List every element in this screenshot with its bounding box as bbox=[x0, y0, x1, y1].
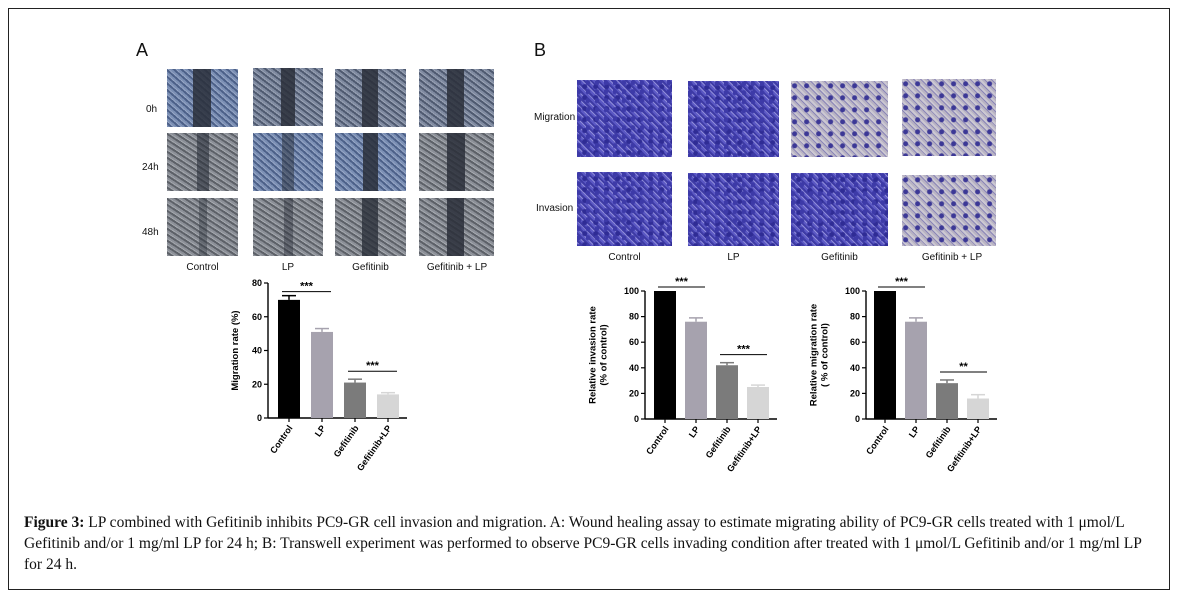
transwell-image-control-invasion bbox=[577, 172, 672, 246]
col-label-lp-b: LP bbox=[727, 252, 740, 263]
panel-b-letter: B bbox=[534, 40, 547, 60]
wound-image-lp-48h bbox=[253, 198, 323, 256]
transwell-image-lp-migration bbox=[688, 81, 779, 157]
y-tick-label: 20 bbox=[629, 388, 639, 398]
caption-text: LP combined with Gefitinib inhibits PC9-… bbox=[24, 514, 1142, 573]
bar bbox=[905, 321, 927, 419]
x-tick-label: Gefitinib bbox=[704, 424, 733, 460]
wound-image-gefitinib-0h bbox=[335, 69, 406, 127]
significance-label: *** bbox=[895, 276, 909, 288]
bar-chart-2: 0 20 40 60 80 100 Relative migration rate( % o… bbox=[809, 276, 997, 474]
bar bbox=[344, 382, 366, 418]
bar bbox=[278, 299, 300, 418]
x-tick-label: LP bbox=[907, 424, 922, 439]
wound-image-lp-0h bbox=[253, 68, 323, 126]
transwell-image-gefitinib-migration bbox=[791, 81, 888, 157]
significance-label: *** bbox=[300, 281, 314, 293]
significance-label: *** bbox=[737, 344, 751, 356]
col-label-gefitinib-b: Gefitinib bbox=[821, 252, 858, 263]
x-tick-label: LP bbox=[313, 423, 328, 438]
y-axis-label: Migration rate (%) bbox=[230, 310, 241, 390]
col-label-control-b: Control bbox=[608, 252, 641, 263]
row-label-48h: 48h bbox=[142, 227, 159, 238]
bar bbox=[311, 331, 333, 418]
y-tick-label: 20 bbox=[252, 379, 262, 389]
transwell-image-gefitinib-lp-invasion bbox=[902, 175, 996, 246]
bar bbox=[967, 398, 989, 419]
transwell-image-gefitinib-invasion bbox=[791, 173, 888, 246]
bar-chart-1: 0 20 40 60 80 100 Relative invasion rate (% of … bbox=[588, 276, 777, 474]
x-tick-label: LP bbox=[687, 424, 702, 439]
y-axis-label: Relative invasion rate bbox=[588, 306, 599, 404]
y-tick-label: 40 bbox=[850, 363, 860, 373]
significance-label: *** bbox=[366, 360, 380, 372]
wound-image-gefitinib-lp-24h bbox=[419, 133, 494, 191]
wound-image-control-48h bbox=[167, 198, 238, 256]
x-tick-label: Gefitinib bbox=[924, 424, 953, 460]
y-tick-label: 0 bbox=[855, 414, 860, 424]
y-axis-label: ( % of control) bbox=[820, 323, 831, 387]
significance-label: ** bbox=[959, 361, 968, 373]
y-tick-label: 40 bbox=[629, 363, 639, 373]
panel-a-letter: A bbox=[136, 40, 149, 60]
wound-image-control-0h bbox=[167, 69, 238, 127]
col-label-gefitinib-lp: Gefitinib + LP bbox=[426, 262, 488, 273]
y-tick-label: 80 bbox=[850, 312, 860, 322]
x-tick-label: Gefitinib+LP bbox=[355, 423, 394, 472]
bar bbox=[747, 387, 769, 419]
bar bbox=[377, 394, 399, 418]
transwell-image-lp-invasion bbox=[688, 173, 779, 246]
row-label-migration: Migration bbox=[534, 112, 576, 123]
y-tick-label: 60 bbox=[252, 312, 262, 322]
wound-image-control-24h bbox=[167, 133, 238, 191]
y-tick-label: 60 bbox=[629, 337, 639, 347]
y-tick-label: 0 bbox=[634, 414, 639, 424]
x-tick-label: Control bbox=[268, 423, 295, 455]
wound-image-gefitinib-24h bbox=[335, 133, 406, 191]
figure-frame bbox=[8, 8, 1170, 590]
y-tick-label: 60 bbox=[850, 337, 860, 347]
x-tick-label: Gefitinib bbox=[332, 423, 361, 459]
caption-label: Figure 3: bbox=[24, 514, 85, 531]
y-tick-label: 80 bbox=[252, 278, 262, 288]
x-tick-label: Control bbox=[644, 424, 671, 456]
y-axis-label: (% of control) bbox=[599, 324, 610, 385]
bar bbox=[685, 321, 707, 419]
transwell-image-control-migration bbox=[577, 80, 672, 157]
y-tick-label: 0 bbox=[257, 413, 262, 423]
row-label-24h: 24h bbox=[142, 162, 159, 173]
figure-caption: Figure 3: LP combined with Gefitinib inh… bbox=[24, 512, 1154, 575]
wound-image-gefitinib-48h bbox=[335, 198, 406, 256]
y-tick-label: 100 bbox=[845, 286, 860, 296]
bar-chart-0: 0 20 40 60 80 Migration rate (%) Control LP Gefi… bbox=[230, 278, 407, 473]
y-axis-label: Relative migration rate bbox=[809, 304, 820, 406]
x-tick-label: Control bbox=[864, 424, 891, 456]
significance-label: *** bbox=[675, 276, 689, 288]
wound-image-lp-24h bbox=[253, 133, 323, 191]
y-tick-label: 80 bbox=[629, 312, 639, 322]
col-label-gefitinib-lp-b: Gefitinib + LP bbox=[921, 252, 983, 263]
y-tick-label: 20 bbox=[850, 388, 860, 398]
y-tick-label: 40 bbox=[252, 346, 262, 356]
transwell-image-gefitinib-lp-migration bbox=[902, 79, 996, 156]
bar bbox=[654, 291, 676, 419]
bar bbox=[716, 365, 738, 419]
bar bbox=[936, 383, 958, 419]
row-label-invasion: Invasion bbox=[536, 203, 574, 214]
bar bbox=[874, 291, 896, 419]
col-label-control: Control bbox=[186, 262, 219, 273]
wound-image-gefitinib-lp-0h bbox=[419, 69, 494, 127]
col-label-gefitinib: Gefitinib bbox=[352, 262, 389, 273]
wound-image-gefitinib-lp-48h bbox=[419, 198, 494, 256]
row-label-0h: 0h bbox=[146, 104, 158, 115]
col-label-lp: LP bbox=[281, 262, 295, 273]
y-tick-label: 100 bbox=[624, 286, 639, 296]
